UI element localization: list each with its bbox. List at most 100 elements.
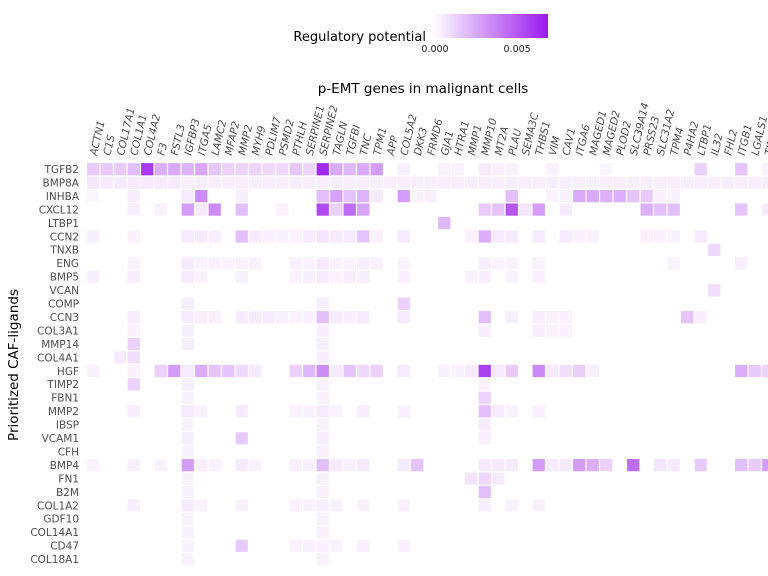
heatmap-cell — [181, 337, 194, 351]
heatmap-cell — [478, 230, 491, 243]
heatmap-cell — [303, 176, 316, 189]
heatmap-cell — [195, 364, 208, 378]
y-tick-label: CFH — [58, 446, 79, 458]
heatmap-cell — [181, 163, 194, 176]
chart-title: p-EMT genes in malignant cells — [318, 81, 529, 97]
heatmap-cell — [330, 405, 343, 418]
heatmap-cell — [195, 190, 208, 203]
heatmap-cell — [208, 311, 221, 324]
x-tick-label: F3 — [155, 142, 170, 157]
heatmap-cell — [478, 270, 491, 283]
heatmap-cell — [397, 539, 410, 552]
heatmap-cell — [357, 257, 370, 270]
heatmap-cell — [181, 432, 194, 445]
heatmap-cell — [397, 270, 410, 283]
heatmap-cell — [532, 311, 545, 324]
x-tick-label: TNC — [358, 132, 375, 156]
y-tick-label: ENG — [56, 258, 79, 270]
heatmap-cell — [478, 324, 491, 337]
heatmap-cell — [235, 203, 248, 216]
heatmap-cell — [316, 311, 329, 324]
heatmap-cell — [181, 418, 194, 431]
heatmap-cell — [532, 203, 545, 216]
heatmap-cell — [316, 499, 329, 512]
heatmap-cell — [667, 459, 680, 472]
heatmap-cell — [235, 432, 248, 445]
heatmap-cell — [546, 190, 559, 203]
heatmap-cell — [357, 459, 370, 472]
heatmap-cell — [181, 190, 194, 203]
heatmap-cell — [168, 364, 181, 378]
heatmap-cell — [316, 526, 329, 539]
x-tick-label: PLAU — [506, 127, 524, 156]
heatmap-cell — [586, 176, 599, 189]
heatmap-cell — [708, 176, 721, 189]
heatmap-cell — [465, 176, 478, 189]
heatmap-cell — [397, 297, 410, 310]
heatmap-cell — [667, 176, 680, 189]
heatmap-cell — [154, 459, 167, 472]
heatmap-cell — [519, 176, 532, 189]
heatmap-cell — [451, 364, 464, 378]
heatmap-cell — [316, 203, 329, 216]
y-tick-label: COL1A2 — [37, 500, 79, 512]
heatmap-cell — [357, 311, 370, 324]
heatmap-cell — [492, 203, 505, 216]
heatmap-cell — [303, 364, 316, 378]
heatmap-cell — [87, 230, 100, 243]
heatmap-cell — [168, 176, 181, 189]
legend-tick-label: 0.005 — [504, 44, 531, 55]
heatmap-cell — [262, 163, 275, 176]
heatmap-cell — [735, 203, 748, 216]
heatmap-cell — [397, 257, 410, 270]
heatmap-cell — [235, 311, 248, 324]
heatmap-cell — [316, 485, 329, 499]
heatmap-cell — [559, 459, 572, 472]
heatmap-cell — [127, 337, 140, 351]
heatmap-cell — [262, 230, 275, 243]
y-tick-label: MMP2 — [48, 406, 79, 418]
heatmap-cell — [586, 364, 599, 378]
heatmap-cell — [573, 459, 586, 472]
heatmap-cell — [613, 176, 626, 189]
heatmap-cell — [748, 176, 761, 189]
heatmap-cell — [195, 163, 208, 176]
heatmap-cell — [195, 405, 208, 418]
heatmap-cell — [154, 203, 167, 216]
heatmap-cell — [438, 163, 451, 176]
heatmap-cell — [357, 539, 370, 552]
legend-ticks: 0.000 0.005 — [421, 44, 530, 55]
heatmap-cell — [181, 230, 194, 243]
heatmap-cell — [100, 163, 113, 176]
heatmap-cell — [411, 459, 424, 472]
heatmap-cell — [465, 364, 478, 378]
y-tick-label: CXCL12 — [39, 204, 79, 216]
heatmap-cell — [667, 203, 680, 216]
heatmap-cell — [181, 445, 194, 458]
y-tick-label: INHBA — [46, 191, 80, 203]
heatmap-cell — [316, 351, 329, 364]
heatmap-cell — [181, 311, 194, 324]
heatmap-cell — [330, 499, 343, 512]
heatmap-cell — [370, 163, 383, 176]
heatmap-cell — [208, 459, 221, 472]
heatmap-cell — [573, 364, 586, 378]
heatmap-cell — [343, 190, 356, 203]
heatmap-cell — [181, 324, 194, 337]
heatmap-cell — [505, 459, 518, 472]
heatmap-cell — [735, 176, 748, 189]
heatmap-cell — [397, 405, 410, 418]
heatmap-cell — [316, 270, 329, 283]
x-tick-label: APP — [385, 134, 402, 158]
heatmap-cell — [303, 539, 316, 552]
heatmap-cell — [654, 459, 667, 472]
heatmap-cell — [586, 459, 599, 472]
heatmap-cell — [87, 176, 100, 189]
heatmap-cell — [532, 176, 545, 189]
x-tick-label: FHL2 — [722, 128, 740, 157]
heatmap-cell — [762, 459, 768, 472]
legend: Regulatory potential 0.000 0.005 — [293, 14, 548, 55]
heatmap-cell — [600, 459, 613, 472]
heatmap-cell — [492, 176, 505, 189]
